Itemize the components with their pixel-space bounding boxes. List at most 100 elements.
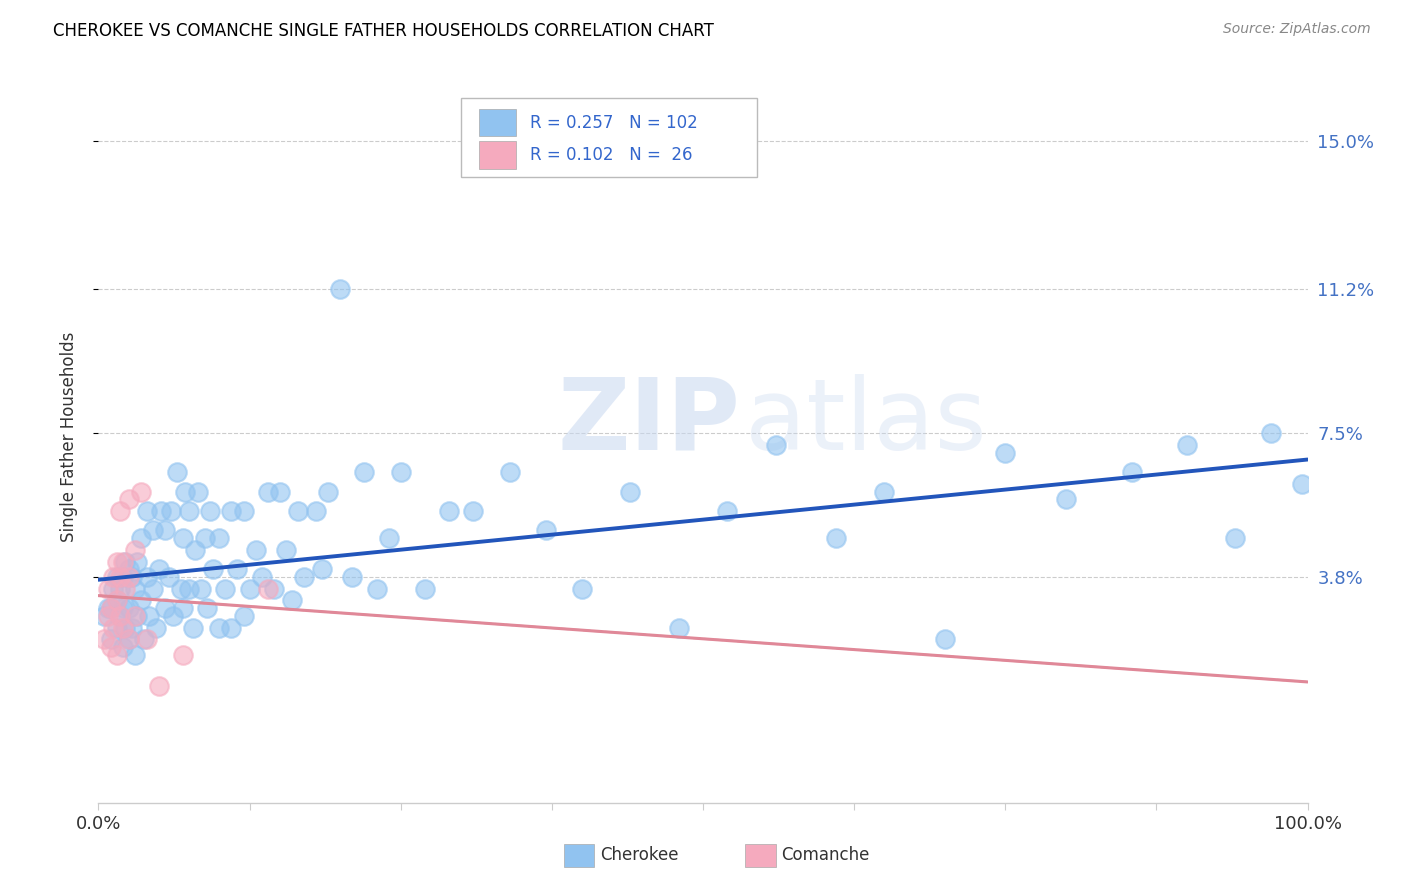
Point [148,679,170,693]
Point [129,593,152,607]
Text: CHEROKEE VS COMANCHE SINGLE FATHER HOUSEHOLDS CORRELATION CHART: CHEROKEE VS COMANCHE SINGLE FATHER HOUSE… [53,22,714,40]
Point [114,582,136,596]
Point [498,465,520,479]
Point [160,504,183,518]
Point [121,570,143,584]
Point [124,542,146,557]
Point [108,609,131,624]
Point [934,632,956,647]
Point [148,562,170,576]
Point [437,504,460,518]
Point [287,504,309,518]
Point [105,570,128,584]
Point [353,465,375,479]
FancyBboxPatch shape [479,109,516,136]
Point [105,648,128,662]
Point [172,648,194,662]
Point [765,438,787,452]
Point [142,582,165,596]
Point [208,531,231,545]
Point [153,524,176,538]
Point [135,632,157,647]
Point [150,504,173,518]
Point [994,445,1017,459]
Point [100,632,122,647]
Point [118,632,141,647]
Text: R = 0.102   N =  26: R = 0.102 N = 26 [530,145,693,164]
Point [187,484,209,499]
Point [111,555,134,569]
Point [162,609,184,624]
Point [100,640,122,655]
Point [245,542,267,557]
Point [190,582,212,596]
Point [366,582,388,596]
Point [101,582,124,596]
Text: Cherokee: Cherokee [600,847,679,864]
Point [124,582,146,596]
Point [1054,492,1077,507]
Point [232,609,254,624]
Point [208,621,231,635]
Point [1260,426,1282,441]
Point [105,593,128,607]
Point [250,570,273,584]
Point [93,632,115,647]
Point [263,582,285,596]
Point [316,484,339,499]
Point [281,593,304,607]
Point [105,593,128,607]
Point [716,504,738,518]
Point [1175,438,1198,452]
Point [97,609,120,624]
Point [305,504,328,518]
Point [311,562,333,576]
Point [274,542,297,557]
Point [1121,465,1143,479]
Point [111,621,134,635]
Point [118,492,141,507]
Point [1223,531,1246,545]
Point [111,570,134,584]
Point [226,562,249,576]
Text: Source: ZipAtlas.com: Source: ZipAtlas.com [1223,22,1371,37]
Point [108,504,131,518]
Point [127,555,149,569]
Point [129,484,152,499]
Point [873,484,896,499]
Point [232,504,254,518]
Point [134,632,156,647]
Point [534,524,557,538]
Point [118,632,141,647]
Point [111,601,134,615]
Point [118,570,141,584]
Point [619,484,641,499]
Point [202,562,225,576]
Point [221,621,243,635]
FancyBboxPatch shape [479,141,516,169]
Point [172,531,194,545]
FancyBboxPatch shape [461,98,758,178]
Point [269,484,291,499]
Point [118,601,141,615]
Point [108,609,131,624]
Point [256,582,278,596]
Point [153,601,176,615]
Point [342,570,364,584]
Point [329,282,352,296]
Point [194,531,217,545]
Point [138,609,160,624]
Text: R = 0.257   N = 102: R = 0.257 N = 102 [530,113,697,131]
Point [214,582,236,596]
Point [105,621,128,635]
Point [135,504,157,518]
Point [114,621,136,635]
Point [169,582,191,596]
Point [571,582,593,596]
Y-axis label: Single Father Households: Single Father Households [59,332,77,542]
Point [292,570,315,584]
Point [221,504,243,518]
Point [195,601,218,615]
Point [111,640,134,655]
Point [129,531,152,545]
